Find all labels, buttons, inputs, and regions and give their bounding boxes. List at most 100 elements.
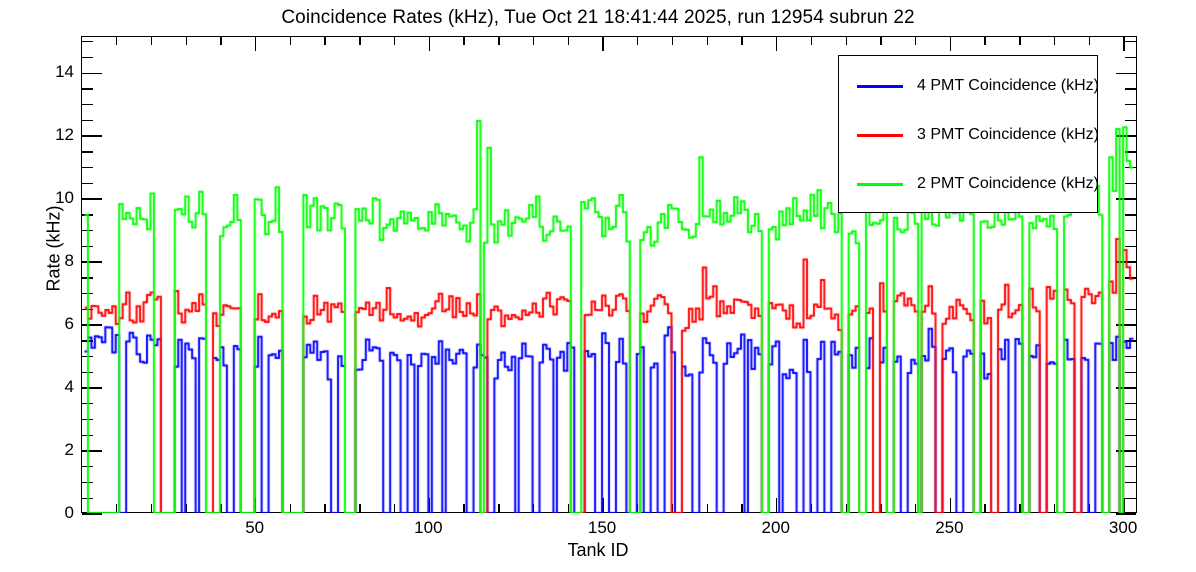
x-tick-mark — [150, 37, 153, 45]
y-tick-label: 2 — [64, 440, 74, 460]
x-tick-mark — [671, 504, 674, 512]
y-tick-mark — [1125, 434, 1136, 436]
y-tick-mark — [1125, 182, 1136, 185]
y-tick-mark — [1125, 151, 1136, 153]
legend-label: 4 PMT Coincidence (kHz) — [917, 77, 1099, 94]
y-tick-mark — [82, 481, 93, 484]
x-tick-mark — [880, 504, 882, 512]
y-tick-mark — [82, 119, 93, 122]
x-tick-mark — [428, 37, 431, 51]
x-tick-label: 150 — [587, 518, 617, 537]
y-tick-mark — [1125, 214, 1136, 216]
x-tick-label: 300 — [1108, 518, 1138, 537]
y-tick-mark — [82, 151, 93, 153]
x-tick-mark — [671, 37, 674, 45]
y-tick-mark — [1125, 371, 1136, 373]
y-tick-label: 0 — [64, 503, 74, 522]
x-tick-mark — [289, 504, 292, 512]
x-tick-mark — [220, 37, 222, 45]
x-tick-mark — [776, 37, 778, 51]
y-tick-mark — [1116, 513, 1136, 515]
y-tick-mark — [1125, 229, 1136, 232]
y-tick-mark — [82, 387, 102, 389]
x-tick-mark — [220, 504, 222, 512]
y-tick-mark — [1125, 56, 1136, 59]
x-tick-label: 250 — [935, 518, 964, 537]
page-title: Coincidence Rates (kHz), Tue Oct 21 18:4… — [281, 7, 915, 28]
x-tick-mark — [498, 37, 500, 45]
x-tick-mark — [289, 37, 292, 45]
y-tick-mark — [82, 434, 93, 436]
x-tick-mark — [254, 498, 257, 512]
y-tick-label: 10 — [55, 188, 74, 208]
x-tick-mark — [1088, 504, 1091, 512]
x-tick-mark — [116, 504, 118, 512]
x-tick-mark — [776, 498, 778, 512]
y-tick-mark — [82, 182, 93, 185]
y-tick-mark — [1116, 198, 1136, 200]
x-tick-mark — [741, 504, 743, 512]
y-tick-mark — [82, 261, 102, 263]
y-tick-mark — [82, 103, 93, 106]
x-tick-mark — [810, 504, 813, 512]
x-tick-mark — [567, 504, 569, 512]
y-tick-mark — [1125, 88, 1136, 90]
x-tick-mark — [984, 504, 986, 512]
y-tick-mark — [82, 513, 102, 515]
legend-label: 2 PMT Coincidence (kHz) — [917, 175, 1099, 192]
legend-label: 3 PMT Coincidence (kHz) — [917, 126, 1099, 143]
x-tick-mark — [949, 37, 952, 51]
y-tick-mark — [1125, 340, 1136, 342]
legend-entry: 3 PMT Coincidence (kHz) — [839, 115, 1099, 155]
x-tick-mark — [463, 504, 465, 512]
x-tick-mark — [845, 504, 847, 512]
y-tick-mark — [82, 418, 93, 421]
x-tick-mark — [324, 504, 326, 512]
y-tick-mark — [1116, 450, 1136, 452]
x-tick-mark — [706, 37, 708, 45]
x-tick-label: 50 — [245, 518, 265, 537]
y-tick-mark — [82, 324, 102, 326]
legend-color-swatch — [857, 84, 904, 88]
x-tick-mark — [1123, 37, 1125, 51]
y-tick-mark — [82, 56, 93, 59]
x-tick-mark — [706, 504, 708, 512]
y-tick-label: 4 — [64, 377, 74, 397]
x-tick-label: 100 — [414, 518, 443, 537]
x-tick-mark — [914, 504, 917, 512]
x-tick-mark — [914, 37, 917, 45]
y-tick-mark — [1125, 166, 1136, 169]
y-tick-mark — [82, 450, 102, 452]
y-tick-mark — [82, 41, 93, 43]
y-tick-mark — [82, 497, 93, 499]
y-tick-mark — [1125, 481, 1136, 484]
y-tick-mark — [1116, 387, 1136, 389]
x-tick-mark — [1053, 37, 1056, 45]
x-tick-mark — [1088, 37, 1091, 45]
y-tick-mark — [1125, 103, 1136, 106]
x-tick-mark — [602, 37, 604, 51]
legend-entry: 4 PMT Coincidence (kHz) — [839, 66, 1099, 106]
x-tick-mark — [845, 37, 847, 45]
x-tick-mark — [1123, 498, 1125, 512]
x-tick-mark — [602, 498, 604, 512]
y-tick-mark — [82, 340, 93, 342]
y-tick-label: 14 — [55, 62, 74, 82]
y-tick-mark — [1125, 292, 1136, 295]
y-tick-label-group: 0 2 4 6 8 10 12 14 — [26, 0, 74, 572]
x-tick-label: 200 — [761, 518, 790, 537]
y-tick-mark — [82, 466, 93, 468]
x-tick-mark — [324, 37, 326, 45]
x-tick-mark — [254, 37, 257, 51]
y-tick-mark — [1125, 497, 1136, 499]
x-tick-mark — [532, 504, 535, 512]
y-tick-label: 6 — [64, 314, 74, 334]
x-tick-mark — [393, 37, 396, 45]
y-tick-mark — [1125, 245, 1136, 248]
y-tick-mark — [82, 198, 102, 200]
y-tick-mark — [1125, 119, 1136, 122]
y-tick-mark — [82, 277, 93, 279]
y-tick-mark — [1125, 466, 1136, 468]
x-axis-title: Tank ID — [567, 540, 629, 560]
